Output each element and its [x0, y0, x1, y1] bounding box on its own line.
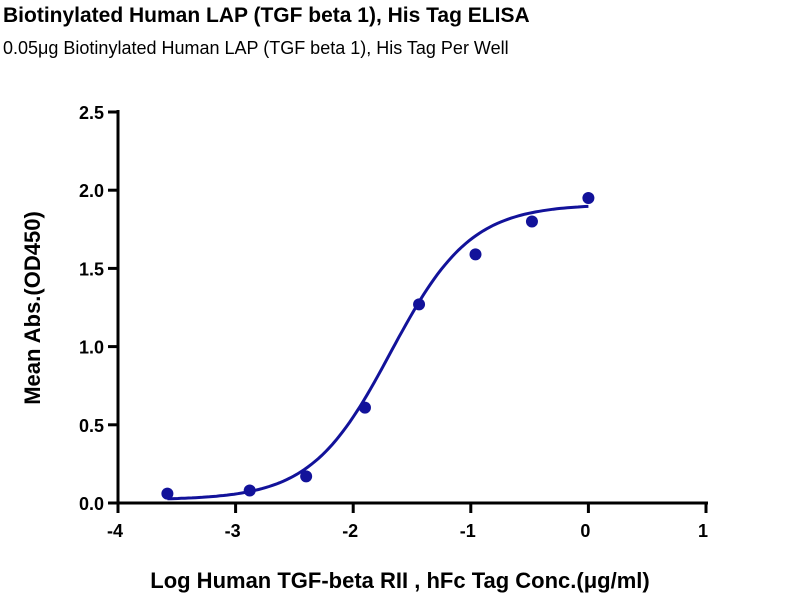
data-point	[161, 487, 174, 500]
y-tick-label: 0.0	[79, 494, 104, 514]
x-tick-label: -1	[460, 521, 476, 541]
data-points	[161, 192, 595, 500]
data-point	[243, 484, 256, 497]
x-tick-label: 1	[698, 521, 708, 541]
data-point	[525, 215, 538, 228]
y-tick-label: 1.0	[79, 338, 104, 358]
x-tick-label: 0	[580, 521, 590, 541]
data-point	[413, 298, 426, 311]
x-tick-label: -4	[107, 521, 123, 541]
y-tick-label: 1.5	[79, 259, 104, 279]
data-point	[300, 470, 313, 483]
y-tick-label: 0.5	[79, 416, 104, 436]
x-tick-label: -2	[342, 521, 358, 541]
fit-curve-layer	[167, 204, 589, 501]
fit-curve	[167, 204, 589, 501]
data-point	[469, 248, 482, 261]
y-tick-label: 2.0	[79, 181, 104, 201]
chart-subtitle: 0.05μg Biotinylated Human LAP (TGF beta …	[3, 38, 509, 58]
chart-title: Biotinylated Human LAP (TGF beta 1), His…	[3, 4, 530, 27]
axes: -4 -3 -2 -1 0 1 0.0 0.5 1.0 1.5 2.0 2.5	[79, 103, 708, 541]
x-axis-label: Log Human TGF-beta RII , hFc Tag Conc.(μ…	[150, 568, 649, 593]
x-tick-label: -3	[225, 521, 241, 541]
data-point	[358, 401, 371, 414]
y-tick-label: 2.5	[79, 103, 104, 123]
y-axis-label: Mean Abs.(OD450)	[20, 211, 45, 405]
data-point	[582, 192, 595, 205]
